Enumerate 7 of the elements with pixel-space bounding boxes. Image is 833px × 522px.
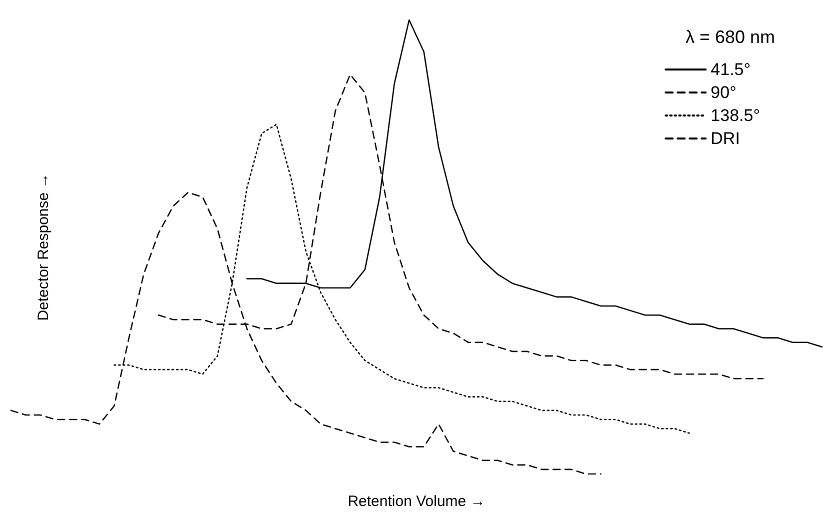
legend-label: 41.5°: [710, 60, 751, 79]
x-axis-title: Retention Volume →: [348, 493, 486, 510]
y-axis-title: Detector Response →: [35, 173, 52, 321]
legend-label: 138.5°: [710, 106, 760, 125]
legend-title: λ = 680 nm: [685, 27, 776, 47]
legend-label: DRI: [710, 129, 740, 148]
legend-label: 90°: [710, 83, 736, 102]
